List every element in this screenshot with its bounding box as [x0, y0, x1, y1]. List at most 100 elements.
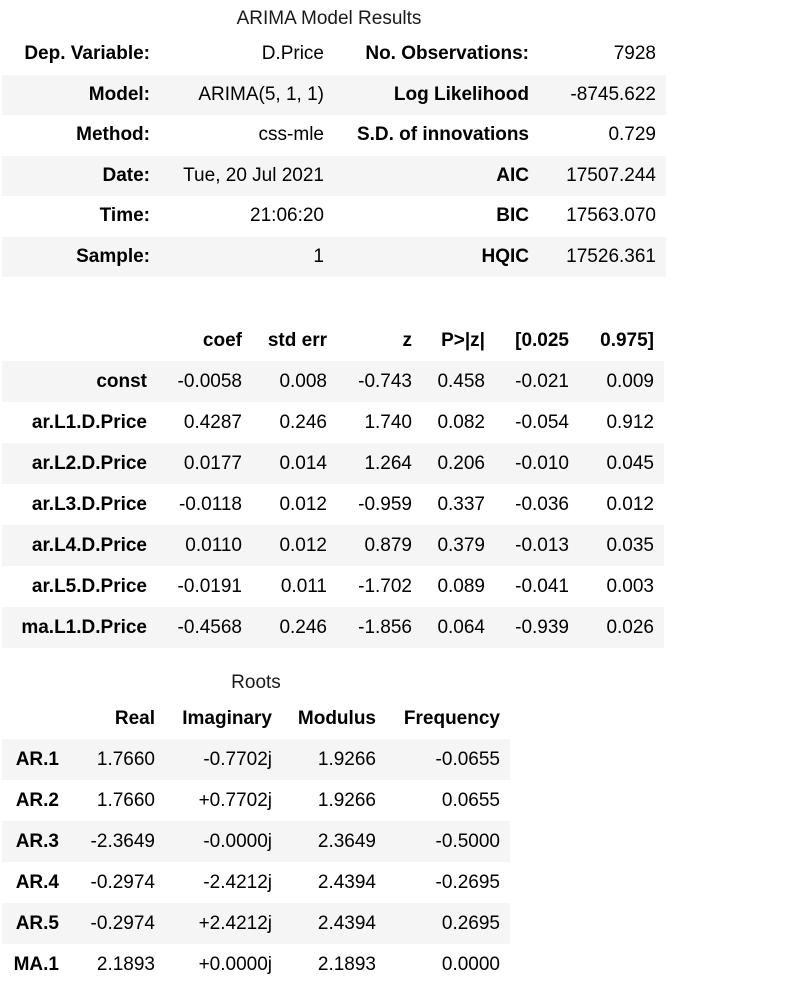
column-header: z — [402, 329, 413, 351]
summary-value: css-mle — [258, 124, 324, 146]
summary-key: Model: — [88, 83, 150, 105]
table-cell: 1.9266 — [317, 748, 376, 770]
summary-key: S.D. of innovations — [356, 124, 529, 146]
table-cell: -1.702 — [358, 575, 412, 597]
row-header: ar.L3.D.Price — [31, 493, 147, 515]
table-cell: 1.9266 — [317, 789, 376, 811]
table-cell: -0.7702j — [203, 748, 272, 770]
table-cell: 0.035 — [606, 534, 654, 556]
table-cell: 0.912 — [606, 411, 654, 433]
summary-row: Date: Tue, 20 Jul 2021 AIC 17507.244 — [2, 155, 666, 196]
table-cell: -0.2974 — [90, 912, 155, 934]
coefficient-row: ar.L3.D.Price -0.0118 0.012 -0.959 0.337… — [2, 484, 664, 525]
roots-row: AR.1 1.7660 -0.7702j 1.9266 -0.0655 — [2, 739, 510, 780]
row-header: ar.L4.D.Price — [31, 534, 147, 556]
roots-row: AR.2 1.7660 +0.7702j 1.9266 0.0655 — [2, 780, 510, 821]
column-header — [2, 698, 59, 739]
table-cell: +0.7702j — [198, 789, 272, 811]
summary-value: ARIMA(5, 1, 1) — [198, 83, 324, 105]
row-header: AR.5 — [15, 912, 59, 934]
table-cell: -0.0058 — [177, 370, 242, 392]
table-cell: -0.959 — [358, 493, 412, 515]
column-header: 0.975] — [600, 329, 654, 351]
table-cell: 0.379 — [437, 534, 485, 556]
summary-row: Method: css-mle S.D. of innovations 0.72… — [2, 115, 666, 156]
summary-value: 17526.361 — [566, 245, 656, 267]
roots-caption: Roots — [231, 672, 281, 693]
table-cell: 0.4287 — [183, 411, 242, 433]
summary-value: 17563.070 — [566, 205, 656, 227]
column-header: Modulus — [297, 707, 376, 729]
summary-key: BIC — [496, 205, 529, 227]
table-cell: -0.054 — [515, 411, 569, 433]
row-header: AR.4 — [15, 871, 59, 893]
summary-row: Model: ARIMA(5, 1, 1) Log Likelihood -87… — [2, 74, 666, 115]
table-cell: 0.089 — [437, 575, 485, 597]
summary-row: Sample: 1 HQIC 17526.361 — [2, 236, 666, 277]
roots-header-row: Real Imaginary Modulus Frequency — [2, 698, 510, 739]
table-cell: 0.337 — [437, 493, 485, 515]
coefficient-row: ar.L5.D.Price -0.0191 0.011 -1.702 0.089… — [2, 566, 664, 607]
row-header: MA.1 — [13, 953, 59, 975]
table-cell: 2.4394 — [317, 871, 376, 893]
coefficient-row: ar.L2.D.Price 0.0177 0.014 1.264 0.206 -… — [2, 443, 664, 484]
table-cell: 1.7660 — [96, 748, 155, 770]
table-cell: -2.4212j — [203, 871, 272, 893]
table-cell: 0.0000 — [441, 953, 500, 975]
table-cell: -0.021 — [515, 370, 569, 392]
row-header: AR.2 — [15, 789, 59, 811]
table-cell: -0.939 — [515, 616, 569, 638]
table-cell: 2.1893 — [317, 953, 376, 975]
summary-value: 1 — [313, 245, 324, 267]
summary-key: Sample: — [76, 245, 150, 267]
row-header: ma.L1.D.Price — [21, 616, 147, 638]
model-summary-table: Dep. Variable: D.Price No. Observations:… — [2, 34, 666, 277]
table-cell: -0.0191 — [177, 575, 242, 597]
row-header: ar.L2.D.Price — [31, 452, 147, 474]
table-cell: -1.856 — [358, 616, 412, 638]
summary-row: Dep. Variable: D.Price No. Observations:… — [2, 34, 666, 75]
summary-value: 17507.244 — [566, 164, 656, 186]
table-cell: 0.003 — [606, 575, 654, 597]
row-header: AR.3 — [15, 830, 59, 852]
coefficient-row: ar.L4.D.Price 0.0110 0.012 0.879 0.379 -… — [2, 525, 664, 566]
table-cell: -0.5000 — [435, 830, 500, 852]
roots-row: MA.1 2.1893 +0.0000j 2.1893 0.0000 — [2, 944, 510, 985]
summary-key: Dep. Variable: — [24, 43, 150, 65]
roots-row: AR.5 -0.2974 +2.4212j 2.4394 0.2695 — [2, 903, 510, 944]
table-cell: 0.012 — [279, 534, 327, 556]
table-cell: 0.0110 — [185, 534, 242, 556]
summary-row: Time: 21:06:20 BIC 17563.070 — [2, 196, 666, 237]
table-cell: -0.0655 — [435, 748, 500, 770]
coefficient-header-row: coef std err z P>|z| [0.025 0.975] — [2, 320, 664, 361]
summary-value: D.Price — [261, 43, 324, 65]
summary-key: Log Likelihood — [393, 83, 529, 105]
summary-key: AIC — [496, 164, 529, 186]
table-cell: 0.879 — [364, 534, 412, 556]
column-header: Imaginary — [182, 707, 272, 729]
table-cell: 2.1893 — [96, 953, 155, 975]
table-cell: 0.246 — [279, 411, 327, 433]
summary-value: 21:06:20 — [250, 205, 324, 227]
column-header: std err — [267, 329, 327, 351]
column-header: coef — [202, 329, 242, 351]
table-cell: 0.246 — [279, 616, 327, 638]
row-header: ar.L5.D.Price — [31, 575, 147, 597]
summary-key: No. Observations: — [365, 43, 529, 65]
coefficient-row: ar.L1.D.Price 0.4287 0.246 1.740 0.082 -… — [2, 402, 664, 443]
table-cell: 0.206 — [437, 452, 485, 474]
table-cell: 0.0655 — [441, 789, 500, 811]
table-cell: -2.3649 — [90, 830, 155, 852]
table-cell: -0.4568 — [177, 616, 242, 638]
coefficient-row: const -0.0058 0.008 -0.743 0.458 -0.021 … — [2, 361, 664, 402]
column-header: Frequency — [403, 707, 500, 729]
summary-caption: ARIMA Model Results — [236, 8, 422, 29]
row-header: AR.1 — [15, 748, 59, 770]
table-cell: 1.7660 — [96, 789, 155, 811]
table-cell: 0.0177 — [183, 452, 242, 474]
coefficient-table: coef std err z P>|z| [0.025 0.975] const… — [2, 320, 664, 648]
summary-key: Time: — [99, 205, 150, 227]
column-header — [2, 320, 147, 361]
row-header: ar.L1.D.Price — [31, 411, 147, 433]
table-cell: -0.041 — [515, 575, 569, 597]
